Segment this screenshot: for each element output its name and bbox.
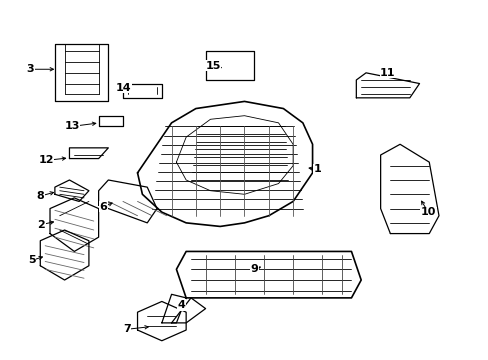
Text: 11: 11	[379, 68, 395, 78]
Text: 9: 9	[250, 264, 258, 274]
Text: 5: 5	[28, 255, 36, 265]
Text: 10: 10	[420, 207, 435, 217]
Text: 2: 2	[37, 220, 45, 230]
Text: 8: 8	[36, 191, 44, 201]
Text: 15: 15	[205, 61, 220, 71]
Text: 1: 1	[313, 164, 321, 174]
Text: 3: 3	[27, 64, 34, 74]
Text: 13: 13	[64, 121, 80, 131]
Text: 6: 6	[100, 202, 107, 212]
Text: 7: 7	[122, 324, 130, 334]
Text: 4: 4	[177, 300, 185, 310]
Text: 14: 14	[116, 83, 131, 93]
Text: 12: 12	[38, 156, 54, 165]
